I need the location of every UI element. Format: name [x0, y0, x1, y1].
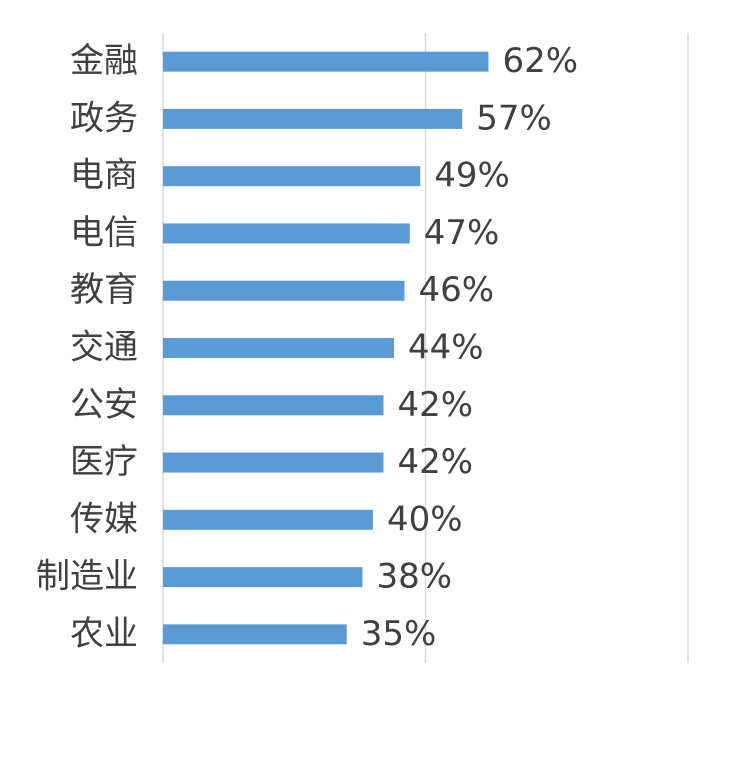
y-tick-label: 教育 [70, 270, 138, 310]
y-tick-label: 电信 [70, 213, 138, 253]
bar [163, 166, 421, 187]
y-tick-label: 传媒 [70, 499, 138, 539]
bar [163, 509, 373, 530]
data-label: 38% [377, 557, 453, 597]
bar [163, 280, 405, 301]
data-label: 44% [408, 328, 484, 368]
bar [163, 567, 363, 588]
bar [163, 624, 347, 645]
data-label: 42% [398, 385, 474, 425]
data-label: 57% [476, 98, 552, 138]
y-tick-label: 交通 [70, 328, 138, 368]
y-tick-label: 农业 [70, 614, 138, 654]
bar [163, 51, 489, 72]
y-tick-label: 医疗 [70, 442, 138, 482]
bar [163, 452, 384, 473]
y-tick-label: 政务 [70, 98, 138, 138]
data-label: 49% [434, 156, 510, 196]
y-tick-label: 公安 [70, 385, 138, 425]
y-tick-label: 金融 [70, 41, 138, 81]
bar [163, 338, 394, 358]
y-tick-label: 电商 [70, 156, 138, 196]
data-label: 42% [398, 442, 474, 482]
bar [163, 223, 410, 244]
data-label: 40% [387, 499, 463, 539]
bar [163, 395, 384, 416]
bar [163, 108, 463, 129]
y-tick-label: 制造业 [36, 557, 138, 597]
data-label: 47% [424, 213, 500, 253]
data-label: 46% [419, 270, 495, 310]
data-label: 35% [361, 614, 437, 654]
data-label: 62% [503, 41, 579, 81]
